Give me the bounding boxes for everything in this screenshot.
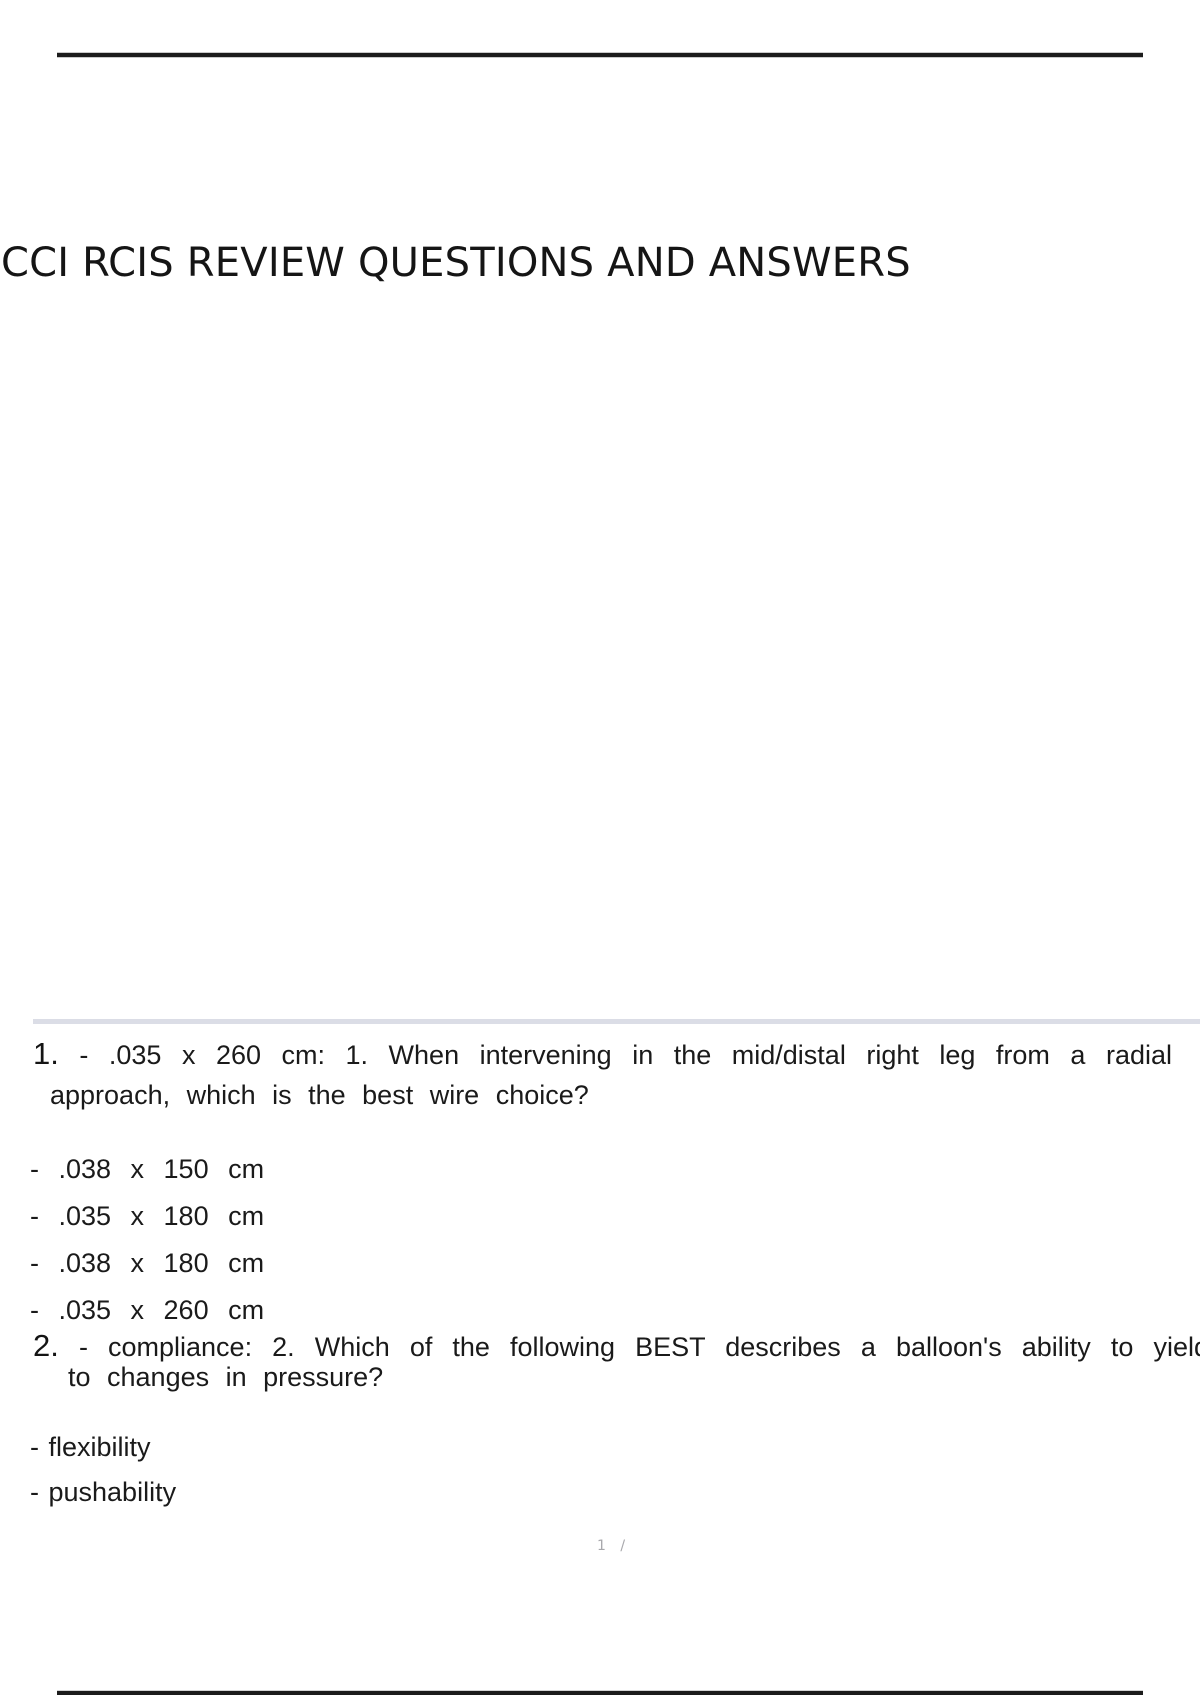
question-2-options: - flexibility - pushability	[30, 1432, 176, 1522]
question-1-text: - .035 x 260 cm: 1. When intervening in …	[79, 1040, 1172, 1070]
question-2-text: - compliance: 2. Which of the following …	[78, 1332, 1200, 1362]
answer-option: - pushability	[30, 1477, 177, 1507]
page-title: CCI RCIS REVIEW QUESTIONS AND ANSWERS	[1, 240, 911, 286]
question-2-number: 2.	[33, 1328, 59, 1363]
question-1-number: 1.	[33, 1036, 59, 1071]
section-divider	[33, 1019, 1200, 1024]
question-1-line-1: 1. - .035 x 260 cm: 1. When intervening …	[33, 1036, 1172, 1072]
answer-option: - .038 x 150 cm	[30, 1154, 265, 1184]
question-2-line-1: 2. - compliance: 2. Which of the followi…	[33, 1328, 1200, 1364]
question-2-line-2: to changes in pressure?	[68, 1362, 384, 1392]
question-1-line-2: approach, which is the best wire choice?	[50, 1080, 589, 1110]
answer-option: - .035 x 180 cm	[30, 1201, 265, 1231]
answer-option: - .038 x 180 cm	[30, 1248, 265, 1278]
page-number-indicator: 1 /	[597, 1538, 626, 1554]
answer-option: - flexibility	[30, 1432, 151, 1462]
top-rule	[57, 53, 1143, 57]
question-1-options: - .038 x 150 cm - .035 x 180 cm - .038 x…	[30, 1154, 264, 1342]
answer-option: - .035 x 260 cm	[30, 1295, 265, 1325]
bottom-rule	[57, 1691, 1143, 1695]
